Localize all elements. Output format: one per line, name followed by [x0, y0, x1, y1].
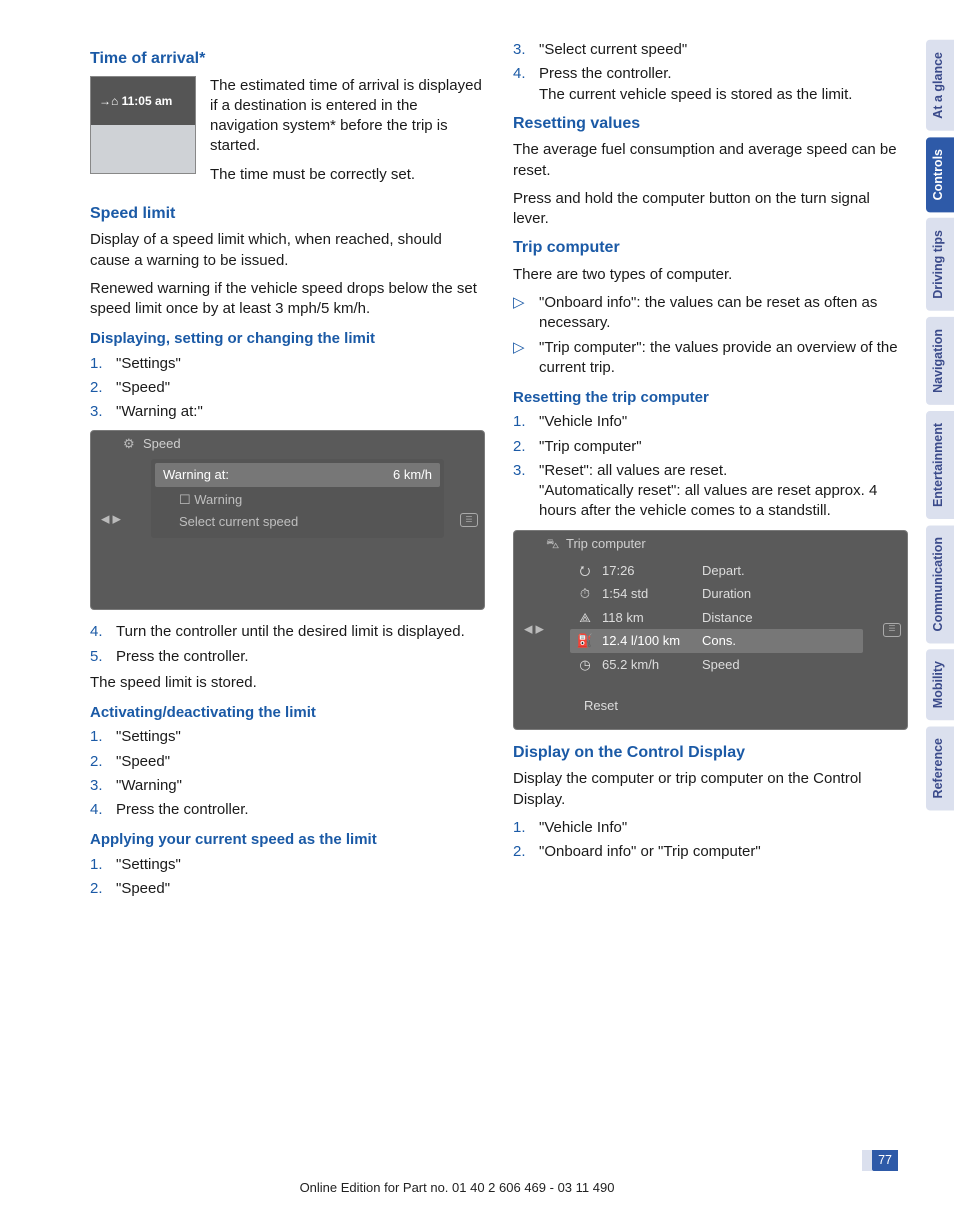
cont-step-4: Press the controller. The current vehicl…	[539, 64, 908, 105]
screen1-panel: Warning at: 6 km/h ☐ Warning Select curr…	[151, 459, 444, 538]
screenshot-speed: ⚙ Speed ◀ ▶ Warning at: 6 km/h ☐ Warning…	[90, 430, 485, 610]
act-step-4: Press the controller.	[116, 800, 485, 820]
menu-indicator-icon: ☰	[460, 513, 478, 527]
tab-reference[interactable]: Reference	[926, 726, 954, 810]
cont-note: The current vehicle speed is stored as t…	[539, 86, 852, 103]
act-steps: 1."Settings" 2."Speed" 3."Warning" 4.Pre…	[90, 727, 485, 820]
speed-stored: The speed limit is stored.	[90, 673, 485, 693]
dcd-steps: 1."Vehicle Info" 2."Onboard info" or "Tr…	[513, 818, 908, 863]
right-column: 3."Select current speed" 4. Press the co…	[513, 40, 908, 1215]
tab-entertainment[interactable]: Entertainment	[926, 411, 954, 519]
act-step-1: "Settings"	[116, 727, 485, 747]
tab-navigation[interactable]: Navigation	[926, 317, 954, 405]
screen1-row2: ☐ Warning	[163, 489, 432, 511]
screen1-row3: Select current speed	[163, 511, 432, 533]
rtc-note: "Automatically reset": all values are re…	[539, 482, 877, 519]
tab-controls[interactable]: Controls	[926, 137, 954, 212]
nav-arrows-icon: ◀ ▶	[524, 622, 544, 637]
nav-arrows-icon: ◀ ▶	[101, 513, 121, 528]
speed-p1: Display of a speed limit which, when rea…	[90, 230, 485, 271]
act-step-2: "Speed"	[116, 752, 485, 772]
tab-at-a-glance[interactable]: At a glance	[926, 40, 954, 131]
screen2-row-duration: ⏱1:54 stdDuration	[570, 582, 863, 606]
screen1-title: Speed	[143, 435, 181, 453]
screen2-reset: Reset	[584, 697, 618, 715]
cont-step-3: "Select current speed"	[539, 40, 908, 60]
disp-step-4: Turn the controller until the desired li…	[116, 622, 485, 642]
screen2-title: Trip computer	[566, 535, 646, 553]
screen2-row-speed: ◷65.2 km/hSpeed	[570, 653, 863, 677]
disp-step-2: "Speed"	[116, 378, 485, 398]
heading-time-of-arrival: Time of arrival*	[90, 48, 485, 70]
section-tabs: At a glance Controls Driving tips Naviga…	[926, 0, 954, 1215]
heading-displaying-setting: Displaying, setting or changing the limi…	[90, 329, 485, 349]
footer-text: Online Edition for Part no. 01 40 2 606 …	[0, 1179, 914, 1197]
heading-activating: Activating/deactivating the limit	[90, 703, 485, 723]
screen2-row-distance: ⟁118 kmDistance	[570, 606, 863, 630]
trip-bullet-1: "Onboard info": the values can be reset …	[539, 293, 908, 334]
screen2-row-depart: ⭮17:26Depart.	[570, 559, 863, 583]
dcd-step-1: "Vehicle Info"	[539, 818, 908, 838]
arrival-block: →⌂ 11:05 am The estimated time of arriva…	[90, 76, 485, 193]
arrival-p2: The time must be correctly set.	[210, 165, 485, 185]
apply-step-1: "Settings"	[116, 855, 485, 875]
disp-step-3: "Warning at:"	[116, 402, 485, 422]
act-step-3: "Warning"	[116, 776, 485, 796]
cont-steps: 3."Select current speed" 4. Press the co…	[513, 40, 908, 105]
trip-bullet-2: "Trip computer": the values provide an o…	[539, 338, 908, 379]
disp-step-5: Press the controller.	[116, 647, 485, 667]
trip-p: There are two types of computer.	[513, 265, 908, 285]
disp-steps-cont: 4.Turn the controller until the desired …	[90, 622, 485, 667]
heading-trip-computer: Trip computer	[513, 237, 908, 259]
dcd-step-2: "Onboard info" or "Trip computer"	[539, 842, 908, 862]
arrival-text: The estimated time of arrival is display…	[210, 76, 485, 193]
arrival-p1: The estimated time of arrival is display…	[210, 76, 485, 157]
tab-communication[interactable]: Communication	[926, 525, 954, 643]
speed-p2: Renewed warning if the vehicle speed dro…	[90, 279, 485, 320]
menu-indicator-icon: ☰	[883, 623, 901, 637]
heading-applying: Applying your current speed as the limit	[90, 830, 485, 850]
arrival-thumbnail: →⌂ 11:05 am	[90, 76, 196, 174]
screen1-row1: Warning at: 6 km/h	[155, 463, 440, 487]
arrival-badge-text: →⌂ 11:05 am	[99, 93, 172, 109]
heading-resetting-values: Resetting values	[513, 113, 908, 135]
page: Time of arrival* →⌂ 11:05 am The estimat…	[0, 0, 954, 1215]
gear-icon: ⚙	[123, 435, 135, 453]
disp-steps: 1."Settings" 2."Speed" 3."Warning at:"	[90, 354, 485, 423]
reset-p2: Press and hold the computer button on th…	[513, 189, 908, 230]
screen2-row-cons: ⛽12.4 l/100 kmCons.	[570, 629, 863, 653]
tab-driving-tips[interactable]: Driving tips	[926, 218, 954, 311]
tab-mobility[interactable]: Mobility	[926, 649, 954, 720]
page-number: 77	[872, 1150, 898, 1171]
rtc-steps: 1."Vehicle Info" 2."Trip computer" 3. "R…	[513, 412, 908, 521]
apply-steps: 1."Settings" 2."Speed"	[90, 855, 485, 900]
rtc-step-2: "Trip computer"	[539, 437, 908, 457]
disp-step-1: "Settings"	[116, 354, 485, 374]
rtc-step-1: "Vehicle Info"	[539, 412, 908, 432]
trip-bullets: ▷"Onboard info": the values can be reset…	[513, 293, 908, 378]
screen2-table: ⭮17:26Depart. ⏱1:54 stdDuration ⟁118 kmD…	[570, 559, 863, 677]
vehicle-icon: ⛍	[546, 535, 559, 553]
heading-speed-limit: Speed limit	[90, 203, 485, 225]
apply-step-2: "Speed"	[116, 879, 485, 899]
screenshot-trip-computer: ⛍ Trip computer ◀ ▶ ⭮17:26Depart. ⏱1:54 …	[513, 530, 908, 730]
content: Time of arrival* →⌂ 11:05 am The estimat…	[0, 0, 926, 1215]
left-column: Time of arrival* →⌂ 11:05 am The estimat…	[90, 40, 485, 1215]
heading-resetting-trip: Resetting the trip computer	[513, 388, 908, 408]
rtc-step-3: "Reset": all values are reset. "Automati…	[539, 461, 908, 522]
reset-p1: The average fuel consumption and average…	[513, 140, 908, 181]
heading-display-control: Display on the Control Display	[513, 742, 908, 764]
dcd-p: Display the computer or trip computer on…	[513, 769, 908, 810]
